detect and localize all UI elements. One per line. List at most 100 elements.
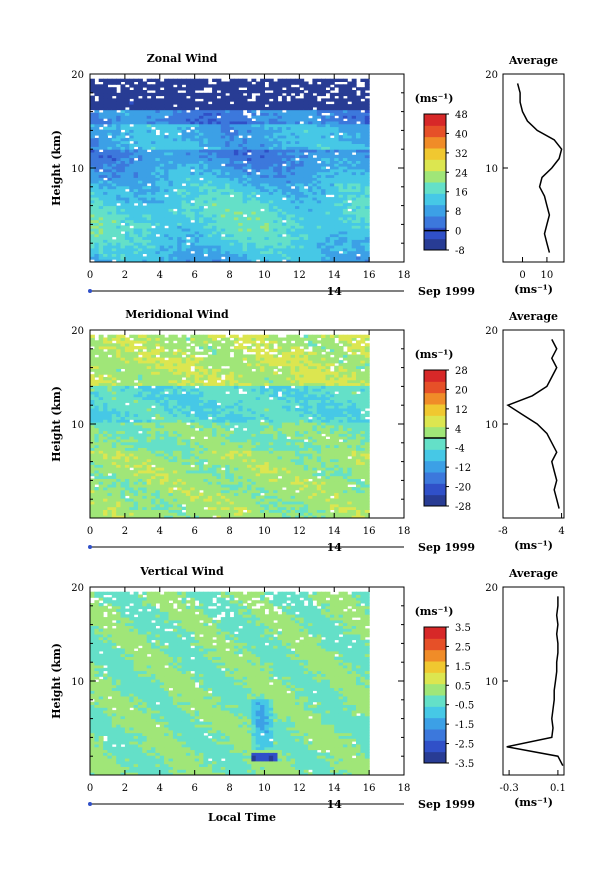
heatmap-cell	[116, 242, 122, 246]
heatmap-cell	[151, 371, 156, 375]
heatmap-cell	[146, 197, 152, 201]
heatmap-cell	[225, 166, 231, 170]
heatmap-cell	[103, 489, 108, 494]
heatmap-cell	[124, 112, 130, 116]
heatmap-cell	[238, 146, 244, 150]
heatmap-cell	[203, 188, 209, 192]
heatmap-cell	[238, 154, 244, 159]
heatmap-cell	[207, 188, 213, 192]
heatmap-cell	[295, 256, 300, 260]
heatmap-cell	[268, 101, 274, 105]
heatmap-cell	[207, 211, 213, 215]
heatmap-cell	[146, 422, 152, 426]
heatmap-cell	[347, 160, 353, 164]
heatmap-cell	[133, 408, 139, 412]
heatmap-cell	[220, 92, 226, 97]
heatmap-cell	[172, 146, 178, 150]
heatmap-cell	[103, 458, 108, 463]
heatmap-cell	[299, 98, 305, 102]
heatmap-cell	[155, 467, 161, 471]
heatmap-cell	[220, 250, 226, 254]
heatmap-cell	[360, 205, 366, 209]
heatmap-cell	[120, 393, 126, 398]
heatmap-cell	[295, 191, 300, 195]
heatmap-cell	[111, 371, 117, 375]
heatmap-cell	[146, 498, 152, 502]
heatmap-cell	[290, 90, 296, 94]
heatmap-cell	[129, 470, 135, 474]
heatmap-cell	[286, 157, 292, 161]
heatmap-cell	[233, 126, 239, 130]
heatmap-cell	[229, 143, 235, 147]
heatmap-cell	[286, 154, 292, 159]
heatmap-cell	[138, 101, 143, 105]
heatmap-cell	[334, 214, 340, 218]
heatmap-cell	[185, 222, 191, 226]
heatmap-cell	[181, 188, 187, 192]
heatmap-cell	[159, 180, 165, 184]
heatmap-cell	[116, 185, 122, 190]
heatmap-cell	[142, 337, 148, 341]
heatmap-cell	[347, 239, 353, 243]
heatmap-cell	[312, 129, 318, 133]
heatmap-cell	[308, 236, 313, 240]
heatmap-cell	[216, 84, 222, 88]
heatmap-cell	[129, 95, 135, 99]
heatmap-cell	[159, 183, 165, 187]
heatmap-cell	[107, 101, 113, 105]
heatmap-cell	[190, 135, 196, 139]
heatmap-cell	[107, 509, 113, 513]
heatmap-cell	[229, 106, 235, 111]
heatmap-cell	[98, 242, 104, 246]
heatmap-cell	[124, 357, 130, 361]
heatmap-cell	[273, 154, 279, 159]
heatmap-cell	[94, 430, 100, 434]
heatmap-cell	[111, 239, 117, 243]
heatmap-cell	[260, 216, 265, 221]
heatmap-cell	[142, 256, 148, 260]
heatmap-cell	[347, 233, 353, 238]
heatmap-cell	[334, 78, 340, 82]
heatmap-cell	[98, 410, 104, 415]
heatmap-cell	[316, 205, 322, 209]
heatmap-cell	[329, 104, 335, 108]
heatmap-cell	[273, 171, 279, 176]
heatmap-cell	[138, 484, 143, 488]
heatmap-cell	[103, 149, 108, 153]
heatmap-cell	[242, 222, 248, 226]
heatmap-cell	[133, 92, 139, 97]
heatmap-cell	[103, 146, 108, 150]
heatmap-cell	[185, 163, 191, 167]
heatmap-cell	[94, 214, 100, 218]
heatmap-cell	[225, 168, 231, 173]
heatmap-cell	[164, 177, 169, 181]
heatmap-cell	[103, 180, 108, 184]
heatmap-cell	[116, 163, 122, 167]
heatmap-cell	[286, 163, 292, 167]
heatmap-cell	[185, 233, 191, 238]
heatmap-cell	[247, 259, 252, 263]
heatmap-cell	[155, 236, 161, 240]
heatmap-cell	[94, 185, 100, 190]
heatmap-cell	[151, 391, 156, 395]
heatmap-cell	[238, 174, 244, 178]
heatmap-cell	[177, 157, 183, 161]
heatmap-cell	[103, 391, 108, 395]
heatmap-cell	[190, 163, 196, 167]
heatmap-cell	[151, 408, 156, 412]
heatmap-cell	[129, 101, 135, 105]
heatmap-cell	[98, 391, 104, 395]
heatmap-cell	[185, 225, 191, 229]
heatmap-cell	[142, 126, 148, 130]
heatmap-cell	[190, 149, 196, 153]
heatmap-cell	[107, 444, 113, 448]
heatmap-cell	[98, 219, 104, 223]
heatmap-cell	[151, 501, 156, 505]
heatmap-cell	[142, 247, 148, 252]
heatmap-cell	[185, 118, 191, 122]
heatmap-cell	[342, 231, 348, 235]
heatmap-cell	[281, 225, 287, 229]
heatmap-cell	[146, 405, 152, 409]
heatmap-cell	[107, 208, 113, 212]
heatmap-cell	[290, 177, 296, 181]
